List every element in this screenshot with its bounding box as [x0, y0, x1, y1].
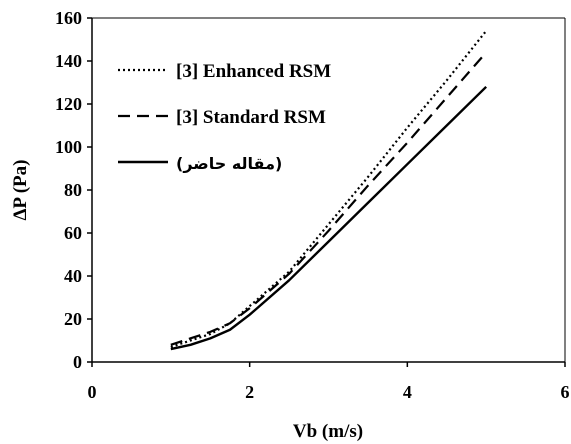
- y-tick-label: 40: [64, 266, 82, 286]
- legend-label-2: [3] Standard RSM: [176, 107, 326, 128]
- y-tick-label: 120: [55, 94, 82, 114]
- y-tick-label: 0: [73, 352, 82, 372]
- y-tick-label: 100: [55, 137, 82, 157]
- series-layer: [170, 30, 488, 351]
- x-tick-label: 0: [88, 382, 97, 402]
- y-tick-label: 60: [64, 223, 82, 243]
- x-tick-label: 6: [561, 382, 570, 402]
- legend-label-3: (مقاله حاضر): [176, 154, 282, 173]
- y-tick-label: 80: [64, 180, 82, 200]
- y-tick-label: 160: [55, 8, 82, 28]
- series-line-2: [170, 51, 487, 346]
- y-tick-label: 20: [64, 309, 82, 329]
- y-axis-title: ΔP (Pa): [10, 160, 31, 221]
- x-axis-title: Vb (m/s): [293, 421, 363, 442]
- series-line-3: [170, 85, 488, 351]
- legend-label-1: [3] Enhanced RSM: [176, 61, 331, 82]
- y-tick-label: 140: [55, 51, 82, 71]
- legend: [3] Enhanced RSM [3] Standard RSM (مقاله ح…: [118, 61, 331, 173]
- x-tick-label: 4: [403, 382, 412, 402]
- x-tick-label: 2: [245, 382, 254, 402]
- y-axis-ticks: 0 20 40 60 80 100 120 140 160: [55, 8, 92, 372]
- x-axis-ticks: 0 2 4 6: [88, 362, 570, 402]
